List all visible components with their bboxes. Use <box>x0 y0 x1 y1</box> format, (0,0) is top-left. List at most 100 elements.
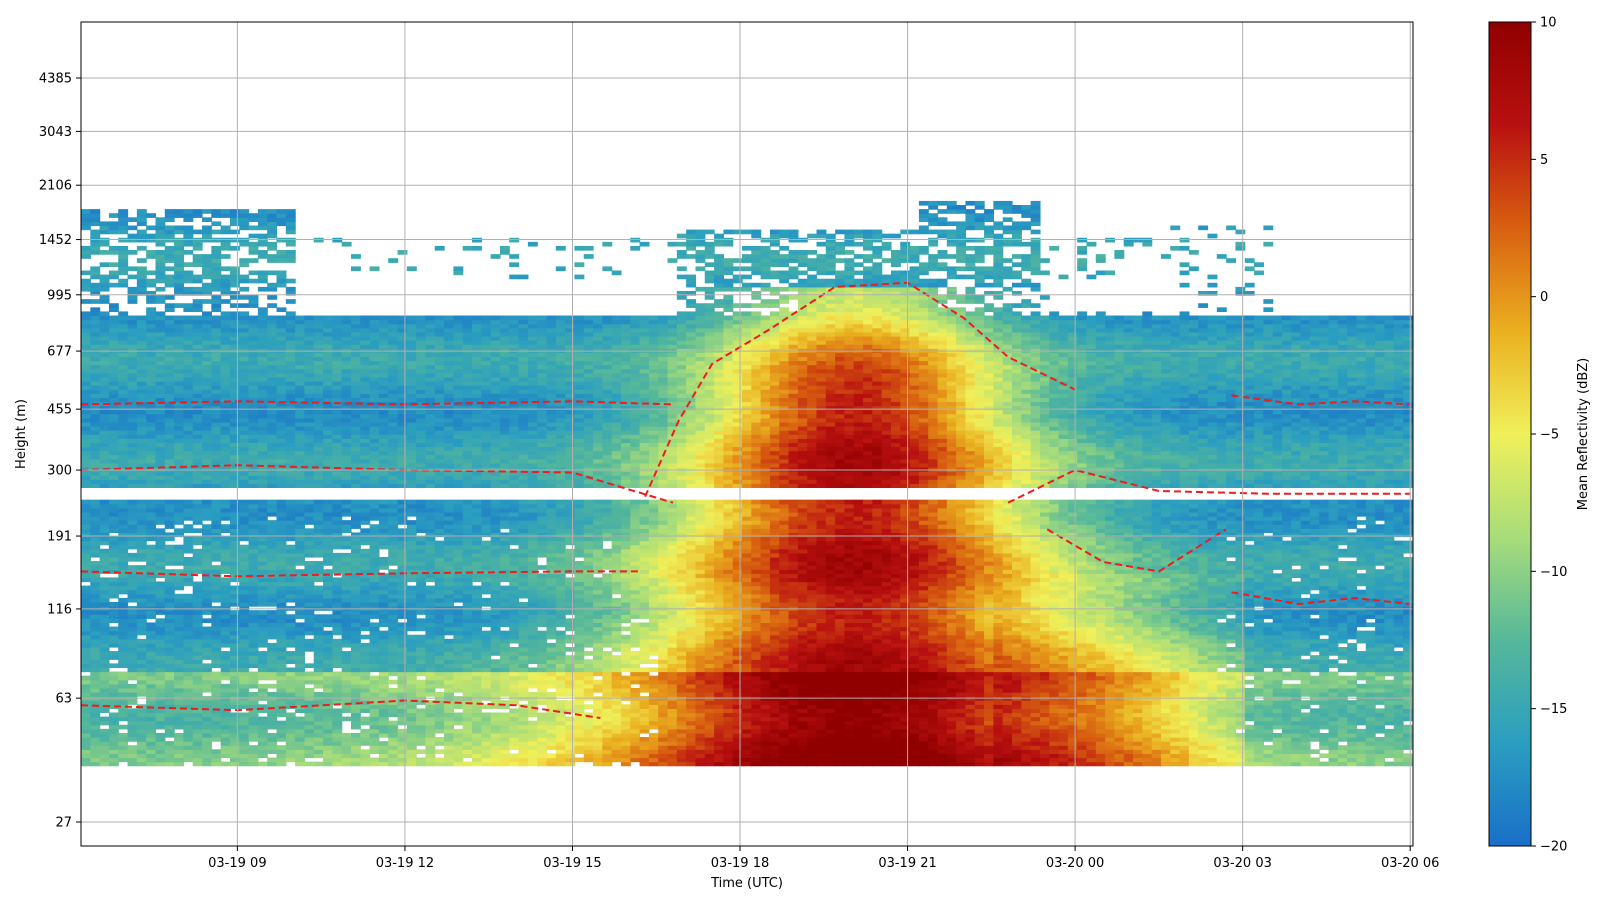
heatmap-cell <box>360 520 371 525</box>
heatmap-cell <box>267 426 278 431</box>
heatmap-cell <box>174 385 185 390</box>
heatmap-cell <box>183 356 194 362</box>
heatmap-cell <box>267 454 278 460</box>
heatmap-cell <box>378 601 389 607</box>
heatmap-cell <box>313 524 324 529</box>
heatmap-cell <box>202 732 212 738</box>
heatmap-cell <box>229 430 240 435</box>
heatmap-cell <box>257 335 268 341</box>
heatmap-cell <box>220 585 231 591</box>
heatmap-cell <box>323 618 333 624</box>
heatmap-cell <box>229 290 240 296</box>
heatmap-cell <box>341 622 352 628</box>
heatmap-cell <box>462 585 473 591</box>
heatmap-cell <box>192 409 203 415</box>
heatmap-cell <box>350 475 361 480</box>
heatmap-cell <box>332 561 343 566</box>
heatmap-cell <box>378 385 389 390</box>
heatmap-cell <box>323 507 333 513</box>
heatmap-cell <box>453 589 464 595</box>
heatmap-cell <box>81 319 91 325</box>
heatmap-cell <box>378 749 389 754</box>
heatmap-cell <box>416 483 427 488</box>
heatmap-cell <box>118 409 129 415</box>
heatmap-cell <box>462 753 473 759</box>
heatmap-cell <box>155 745 166 750</box>
heatmap-cell <box>378 741 389 746</box>
heatmap-cell <box>462 622 473 628</box>
heatmap-cell <box>313 479 324 484</box>
heatmap-cell <box>164 745 175 750</box>
heatmap-cell <box>220 581 231 587</box>
heatmap-cell <box>323 544 333 550</box>
heatmap-cell <box>406 376 417 382</box>
heatmap-cell <box>248 683 259 689</box>
heatmap-cell <box>267 737 278 742</box>
heatmap-cell <box>174 413 185 419</box>
heatmap-cell <box>453 528 464 534</box>
heatmap-cell <box>146 548 157 554</box>
heatmap-cell <box>313 372 324 378</box>
heatmap-cell <box>239 340 250 345</box>
heatmap-cell <box>295 536 306 542</box>
heatmap-cell <box>192 606 203 611</box>
heatmap-cell <box>444 728 454 734</box>
heatmap-cell <box>257 340 268 345</box>
heatmap-cell <box>90 413 101 419</box>
heatmap-cell <box>99 286 110 292</box>
heatmap-cell <box>304 352 315 358</box>
heatmap-cell <box>127 274 138 280</box>
heatmap-cell <box>388 753 399 759</box>
heatmap-cell <box>295 376 306 382</box>
heatmap-cell <box>416 458 427 464</box>
heatmap-cell <box>472 516 482 521</box>
heatmap-cell <box>136 421 147 427</box>
heatmap-cell <box>81 471 91 476</box>
heatmap-cell <box>164 417 175 423</box>
heatmap-cell <box>267 692 278 697</box>
heatmap-cell <box>229 303 240 308</box>
heatmap-cell <box>81 749 91 754</box>
heatmap-cell <box>99 507 110 513</box>
heatmap-cell <box>146 659 157 664</box>
heatmap-cell <box>220 565 231 570</box>
heatmap-cell <box>183 393 194 398</box>
heatmap-cell <box>453 372 464 378</box>
heatmap-cell <box>490 483 501 488</box>
heatmap-cell <box>192 728 203 734</box>
heatmap-cell <box>127 250 138 255</box>
heatmap-cell <box>155 507 166 513</box>
heatmap-cell <box>146 626 157 632</box>
heatmap-cell <box>118 516 129 521</box>
heatmap-cell <box>108 462 119 468</box>
heatmap-cell <box>127 352 138 358</box>
heatmap-cell <box>350 315 361 321</box>
heatmap-cell <box>444 331 454 337</box>
heatmap-cell <box>490 556 501 562</box>
heatmap-cell <box>192 319 203 325</box>
heatmap-cell <box>118 462 129 468</box>
heatmap-cell <box>285 426 296 431</box>
heatmap-cell <box>444 552 454 558</box>
heatmap-cell <box>248 597 259 603</box>
heatmap-cell <box>425 442 436 448</box>
heatmap-cell <box>90 745 101 750</box>
heatmap-cell <box>90 266 101 272</box>
heatmap-cell <box>332 344 343 349</box>
heatmap-cell <box>285 642 296 648</box>
heatmap-cell <box>229 352 240 358</box>
heatmap-cell <box>248 761 259 767</box>
heatmap-cell <box>425 319 436 325</box>
heatmap-cell <box>174 638 185 644</box>
heatmap-cell <box>267 434 278 439</box>
heatmap-cell <box>444 466 454 472</box>
heatmap-cell <box>257 732 268 738</box>
heatmap-cell <box>202 229 212 235</box>
heatmap-cell <box>453 270 464 276</box>
heatmap-cell <box>164 679 175 685</box>
heatmap-cell <box>257 651 268 656</box>
heatmap-cell <box>90 434 101 439</box>
heatmap-cell <box>164 376 175 382</box>
heatmap-cell <box>127 528 138 534</box>
heatmap-cell <box>108 569 119 574</box>
